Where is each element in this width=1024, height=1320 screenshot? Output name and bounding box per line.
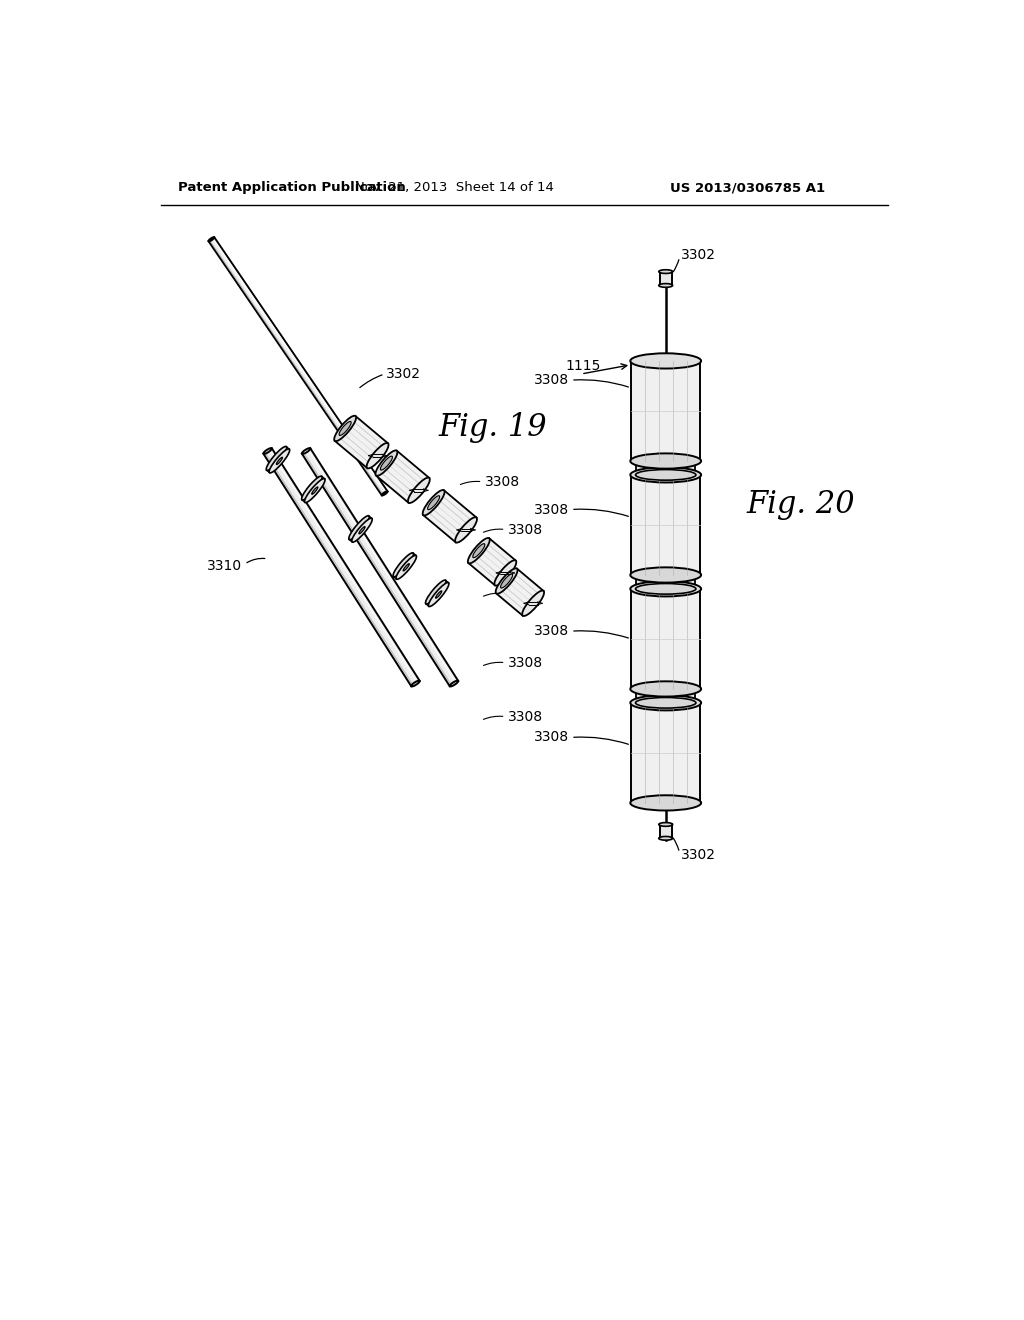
Bar [636, 576, 695, 589]
Text: 3308: 3308 [535, 624, 569, 638]
Bar [659, 272, 672, 285]
Bar [631, 702, 700, 803]
Text: Patent Application Publication: Patent Application Publication [178, 181, 407, 194]
Ellipse shape [636, 697, 696, 708]
Ellipse shape [636, 570, 696, 581]
Text: Fig. 20: Fig. 20 [746, 490, 855, 520]
Text: 3302: 3302 [681, 248, 716, 261]
Ellipse shape [302, 447, 310, 454]
Text: 3308: 3308 [508, 656, 543, 669]
Polygon shape [468, 539, 516, 585]
Polygon shape [376, 450, 429, 503]
Ellipse shape [408, 478, 430, 503]
Ellipse shape [311, 487, 317, 494]
Ellipse shape [658, 284, 673, 288]
Ellipse shape [352, 519, 373, 543]
Ellipse shape [631, 795, 701, 810]
Ellipse shape [263, 447, 272, 454]
Text: 3310: 3310 [207, 560, 243, 573]
Ellipse shape [496, 569, 517, 594]
Bar [631, 589, 700, 689]
Ellipse shape [501, 574, 513, 587]
Ellipse shape [359, 527, 366, 533]
Ellipse shape [393, 553, 414, 577]
Ellipse shape [658, 837, 673, 840]
Ellipse shape [423, 490, 444, 515]
Ellipse shape [428, 496, 439, 510]
Text: US 2013/0306785 A1: US 2013/0306785 A1 [670, 181, 824, 194]
Ellipse shape [339, 421, 351, 436]
Ellipse shape [468, 539, 489, 564]
Ellipse shape [495, 560, 516, 586]
Ellipse shape [403, 564, 410, 572]
Ellipse shape [636, 583, 696, 594]
Polygon shape [263, 449, 420, 686]
Ellipse shape [334, 416, 356, 441]
Ellipse shape [367, 444, 388, 469]
Text: 3308: 3308 [484, 475, 520, 488]
Ellipse shape [631, 581, 701, 597]
Text: 3308: 3308 [508, 710, 543, 723]
Ellipse shape [636, 455, 696, 466]
Ellipse shape [428, 582, 449, 606]
Polygon shape [423, 490, 476, 543]
Ellipse shape [450, 681, 459, 686]
Ellipse shape [266, 446, 287, 470]
Ellipse shape [631, 467, 701, 483]
Text: 3308: 3308 [508, 523, 543, 536]
Ellipse shape [522, 590, 544, 616]
Bar [631, 475, 700, 576]
Bar [631, 360, 700, 461]
Ellipse shape [304, 479, 325, 503]
Polygon shape [302, 449, 458, 686]
Ellipse shape [636, 684, 696, 694]
Text: 3308: 3308 [535, 503, 569, 516]
Ellipse shape [631, 681, 701, 697]
Text: 3302: 3302 [386, 367, 421, 381]
Ellipse shape [435, 591, 441, 598]
Ellipse shape [376, 450, 397, 475]
Ellipse shape [636, 470, 696, 480]
Text: Nov. 21, 2013  Sheet 14 of 14: Nov. 21, 2013 Sheet 14 of 14 [354, 181, 553, 194]
Polygon shape [209, 238, 387, 495]
Polygon shape [497, 569, 544, 615]
Ellipse shape [302, 477, 323, 500]
Bar [636, 689, 695, 702]
Text: 3302: 3302 [681, 849, 716, 862]
Ellipse shape [380, 457, 392, 470]
Polygon shape [335, 416, 388, 469]
Ellipse shape [473, 544, 484, 557]
Text: 3308: 3308 [508, 586, 543, 601]
Ellipse shape [631, 568, 701, 582]
Ellipse shape [412, 681, 420, 686]
Bar [636, 461, 695, 475]
Ellipse shape [658, 269, 673, 273]
Ellipse shape [631, 354, 701, 368]
Ellipse shape [426, 579, 446, 605]
Ellipse shape [631, 696, 701, 710]
Ellipse shape [276, 457, 283, 465]
Text: 1115: 1115 [565, 359, 601, 374]
Text: Fig. 19: Fig. 19 [438, 412, 547, 444]
Bar [659, 825, 672, 838]
Ellipse shape [349, 516, 370, 540]
Ellipse shape [631, 453, 701, 469]
Ellipse shape [396, 556, 417, 579]
Ellipse shape [658, 822, 673, 826]
Ellipse shape [455, 517, 477, 543]
Text: 3308: 3308 [535, 374, 569, 387]
Text: 3308: 3308 [535, 730, 569, 744]
Ellipse shape [382, 491, 387, 495]
Ellipse shape [269, 449, 290, 473]
Ellipse shape [209, 238, 214, 242]
